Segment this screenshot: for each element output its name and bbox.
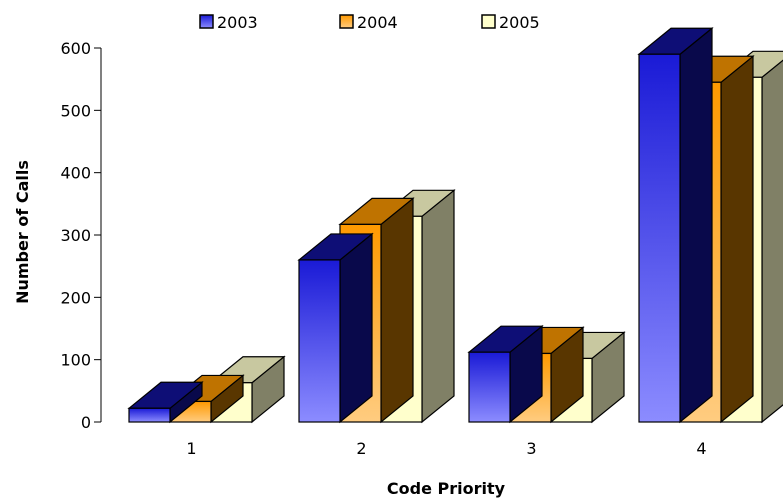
bar-side (761, 59, 783, 424)
y-axis-title: Number of Calls (13, 160, 32, 304)
x-tick-label: 1 (186, 439, 196, 458)
legend: 2003 2004 2005 (199, 13, 540, 32)
y-tick-label: 100 (60, 351, 91, 370)
y-tick-label: 0 (81, 413, 91, 432)
y-tick-label: 300 (60, 226, 91, 245)
x-tick-label: 2 (356, 439, 366, 458)
y-tick-label: 500 (60, 101, 91, 120)
bar-side (679, 26, 713, 424)
legend-swatch-2005 (481, 14, 496, 29)
bar-2003-cat-3 (468, 351, 511, 423)
x-tick-label: 4 (696, 439, 706, 458)
bar-side (720, 55, 754, 424)
bar-side (380, 197, 414, 424)
bar-2003-cat-1 (128, 407, 171, 423)
bar-2003-cat-2 (298, 259, 341, 423)
x-tick-label: 3 (526, 439, 536, 458)
bars-layer (127, 26, 783, 424)
x-tick-labels: 1 2 3 4 (186, 439, 706, 458)
legend-swatch-2004 (339, 14, 354, 29)
y-ticks: 0 100 200 300 400 500 600 (60, 39, 101, 432)
bar-side (421, 189, 455, 424)
bar-2003-cat-4 (638, 53, 681, 423)
y-tick-label: 200 (60, 288, 91, 307)
bar-side (339, 232, 373, 424)
y-tick-label: 400 (60, 164, 91, 183)
legend-label-2003: 2003 (217, 13, 258, 32)
legend-swatch-2003 (199, 14, 214, 29)
y-tick-label: 600 (60, 39, 91, 58)
legend-label-2005: 2005 (499, 13, 540, 32)
x-axis-title: Code Priority (387, 479, 506, 498)
legend-label-2004: 2004 (357, 13, 398, 32)
